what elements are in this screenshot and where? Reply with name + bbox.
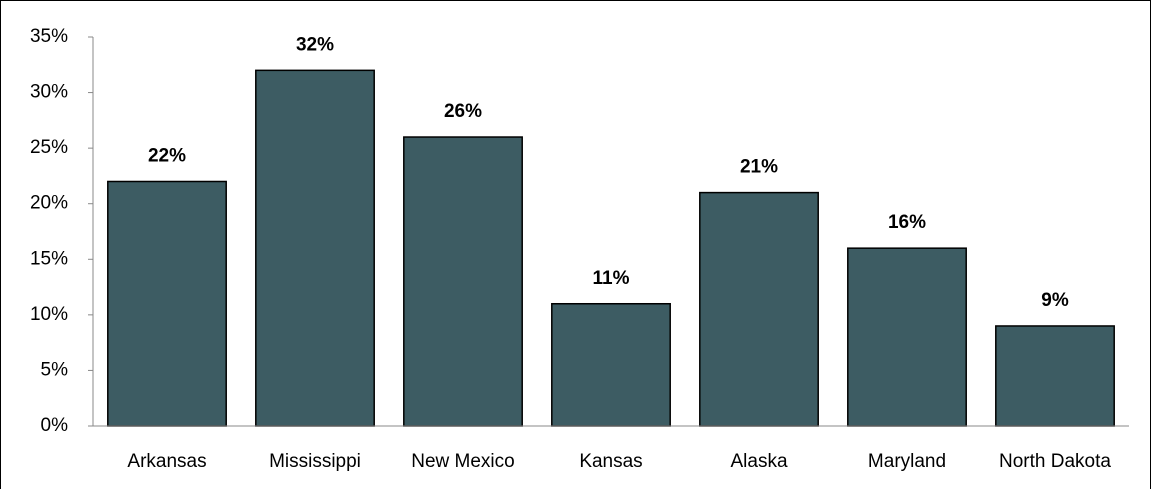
value-label: 22% [148,146,186,167]
y-tick-label: 35% [30,26,68,47]
value-label: 11% [593,268,630,289]
value-label: 26% [444,101,482,122]
bar [107,180,227,427]
y-tick-label: 15% [30,248,68,269]
bar [699,191,819,427]
bar [551,302,671,427]
bar [255,69,375,427]
x-tick-label: New Mexico [411,451,514,472]
bar [847,247,967,427]
bar [403,136,523,427]
x-tick-label: North Dakota [999,451,1111,472]
x-tick-label: Maryland [868,451,946,472]
x-tick-label: Arkansas [127,451,206,472]
value-label: 32% [296,34,334,55]
y-tick-label: 10% [30,304,68,325]
x-tick-label: Mississippi [269,451,361,472]
x-tick-label: Alaska [730,451,787,472]
value-label: 9% [1041,290,1069,311]
y-tick-label: 0% [41,415,69,436]
value-label: 16% [888,212,926,233]
y-tick-label: 25% [30,137,68,158]
y-tick-label: 30% [30,82,68,103]
value-label: 21% [740,157,778,178]
y-tick-label: 20% [30,193,68,214]
x-tick-label: Kansas [579,451,642,472]
bar [995,325,1115,427]
y-tick-label: 5% [41,359,69,380]
